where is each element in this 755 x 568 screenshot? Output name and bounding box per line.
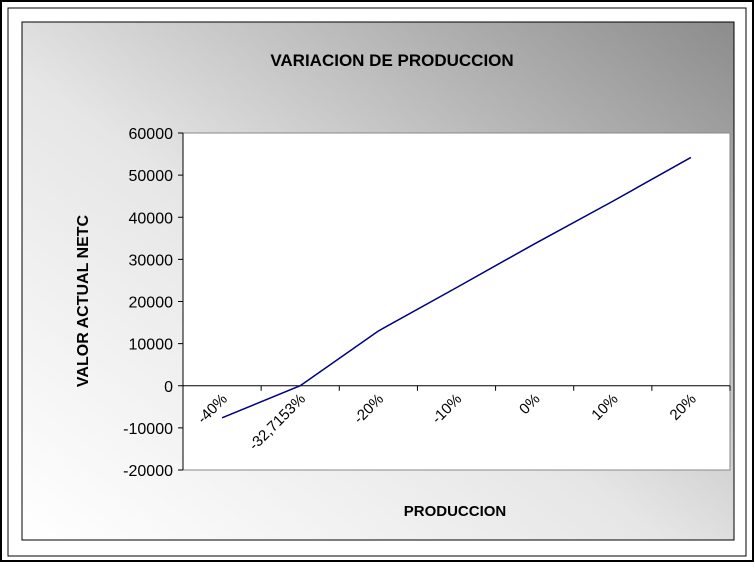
inner-frame xyxy=(7,7,747,557)
y-tick-label: 0 xyxy=(164,379,173,396)
y-tick-label: 10000 xyxy=(129,337,174,354)
y-tick-label: 40000 xyxy=(129,210,174,227)
y-tick-label: 20000 xyxy=(129,295,174,312)
y-tick-label: -10000 xyxy=(123,421,173,438)
y-axis-label: VALOR ACTUAL NETC xyxy=(75,214,92,387)
series-line xyxy=(221,156,692,419)
y-tick-label: 30000 xyxy=(129,252,174,269)
y-tick-label: -20000 xyxy=(123,463,173,480)
y-tick-label: 50000 xyxy=(129,168,174,185)
plot-area xyxy=(182,132,731,471)
chart-title: VARIACION DE PRODUCCION xyxy=(270,51,513,70)
y-tick-label: 60000 xyxy=(129,126,174,143)
x-axis-label: PRODUCCION xyxy=(404,503,507,520)
